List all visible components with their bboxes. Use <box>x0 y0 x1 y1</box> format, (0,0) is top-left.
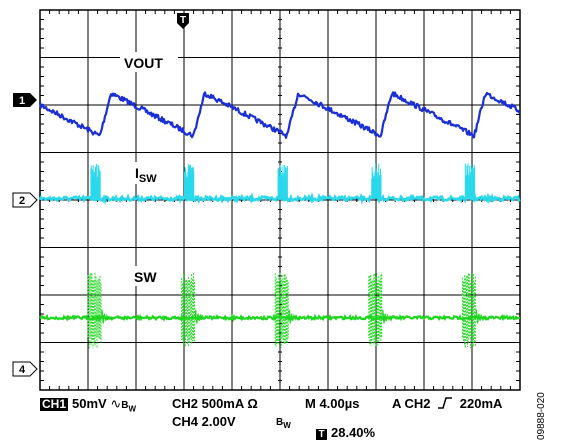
trigger-setting: A CH2 220mA <box>392 396 502 411</box>
ch1-coupling-icon: ∿ <box>110 397 122 412</box>
trigger-marker-label: T <box>180 15 186 26</box>
ch4-bw-group: BW <box>276 417 291 430</box>
sw-ringing <box>382 309 394 324</box>
label-isw-sub: SW <box>139 173 157 185</box>
sw-ringing <box>101 309 114 324</box>
ch4-scale: CH4 2.00V <box>172 414 236 429</box>
status-line-1: CH1 50mV ∿BW <box>40 396 136 414</box>
label-vout-text: VOUT <box>124 55 163 71</box>
isw-burst <box>184 164 195 199</box>
ch1-badge: CH1 <box>40 397 69 411</box>
trigger-source: A CH2 <box>392 396 431 411</box>
trigger-level: 220mA <box>459 396 503 411</box>
label-sw-text: SW <box>134 269 157 285</box>
ch2-scale: CH2 500mA Ω <box>172 396 258 411</box>
trigger-position: 28.40% <box>331 425 376 440</box>
trigger-position-marker: T <box>177 13 189 29</box>
label-isw-text: I <box>135 165 139 181</box>
sw-burst <box>461 273 476 349</box>
channel-4-marker-label: 4 <box>19 364 26 376</box>
timebase: M 4.00µs <box>305 396 360 411</box>
channel-2-marker-label: 2 <box>19 195 25 207</box>
channel-1-marker-label: 1 <box>19 95 25 107</box>
ch4-bw-sub: W <box>283 421 291 430</box>
channel-4-marker: 4 <box>12 361 38 377</box>
svg-text:ISW: ISW <box>135 165 157 185</box>
ch4-bw: B <box>276 417 284 428</box>
label-sw: SW <box>130 266 160 286</box>
ch1-scale: 50mV <box>72 396 107 411</box>
vout-trace <box>38 91 521 139</box>
rising-edge-icon <box>438 397 453 409</box>
label-vout: VOUT <box>120 52 178 72</box>
sw-burst <box>368 273 383 347</box>
sw-ringing <box>288 309 301 324</box>
sw-ringing <box>195 309 207 324</box>
ch1-bw: B <box>121 400 129 411</box>
ch1-bw-sub: W <box>128 404 137 414</box>
isw-burst <box>90 163 101 199</box>
sw-burst <box>181 273 196 347</box>
label-isw: ISW <box>130 162 166 185</box>
isw-burst <box>464 163 476 199</box>
trigger-position-readout: T 28.40% <box>316 425 375 440</box>
isw-burst <box>371 163 382 199</box>
figure-id: 09888-020 <box>536 392 547 440</box>
sw-ringing <box>475 309 488 324</box>
trigger-badge: T <box>316 429 327 440</box>
isw-burst <box>277 164 288 199</box>
channel-1-marker: 1 <box>13 93 37 107</box>
sw-burst <box>87 272 102 349</box>
sw-burst <box>274 272 289 348</box>
channel-2-marker: 2 <box>12 192 38 208</box>
traces <box>38 91 521 349</box>
